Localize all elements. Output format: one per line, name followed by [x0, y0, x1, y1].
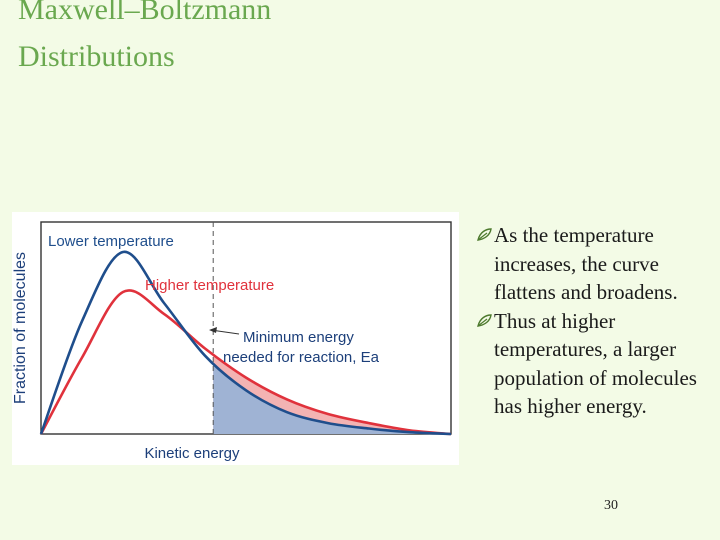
annotation-arrowhead — [209, 327, 217, 333]
annotation-line-1: Minimum energy — [243, 329, 354, 346]
x-axis-label: Kinetic energy — [144, 445, 240, 462]
legend-higher-temperature: Higher temperature — [145, 277, 274, 294]
lower-temperature-tail-area — [213, 362, 451, 434]
annotation-line-2: needed for reaction, Ea — [223, 349, 380, 366]
slide-title: Maxwell–Boltzmann Distributions — [18, 0, 438, 80]
bullet-list: As the temperature increases, the curve … — [477, 221, 708, 421]
bullet-item-2: Thus at higher temperatures, a larger po… — [477, 307, 708, 421]
higher-temperature-curve — [39, 289, 452, 436]
slide-title-line-2: Distributions — [18, 40, 175, 73]
bullet-text-1: As the temperature increases, the curve … — [494, 223, 678, 304]
bullet-item-1: As the temperature increases, the curve … — [477, 221, 708, 307]
bullet-text-2: Thus at higher temperatures, a larger po… — [494, 308, 697, 419]
y-axis-label: Fraction of molecules — [12, 252, 29, 404]
slide-title-line-1: Maxwell–Boltzmann — [18, 0, 272, 26]
chart-svg: Fraction of molecules Kinetic energy Low… — [12, 212, 459, 465]
leaf-bullet-icon — [477, 228, 492, 241]
lower-temperature-curve — [39, 250, 452, 436]
legend-lower-temperature: Lower temperature — [48, 233, 174, 250]
maxwell-boltzmann-chart: Fraction of molecules Kinetic energy Low… — [12, 212, 459, 465]
slide-number: 30 — [604, 498, 618, 513]
leaf-bullet-icon — [477, 313, 492, 327]
